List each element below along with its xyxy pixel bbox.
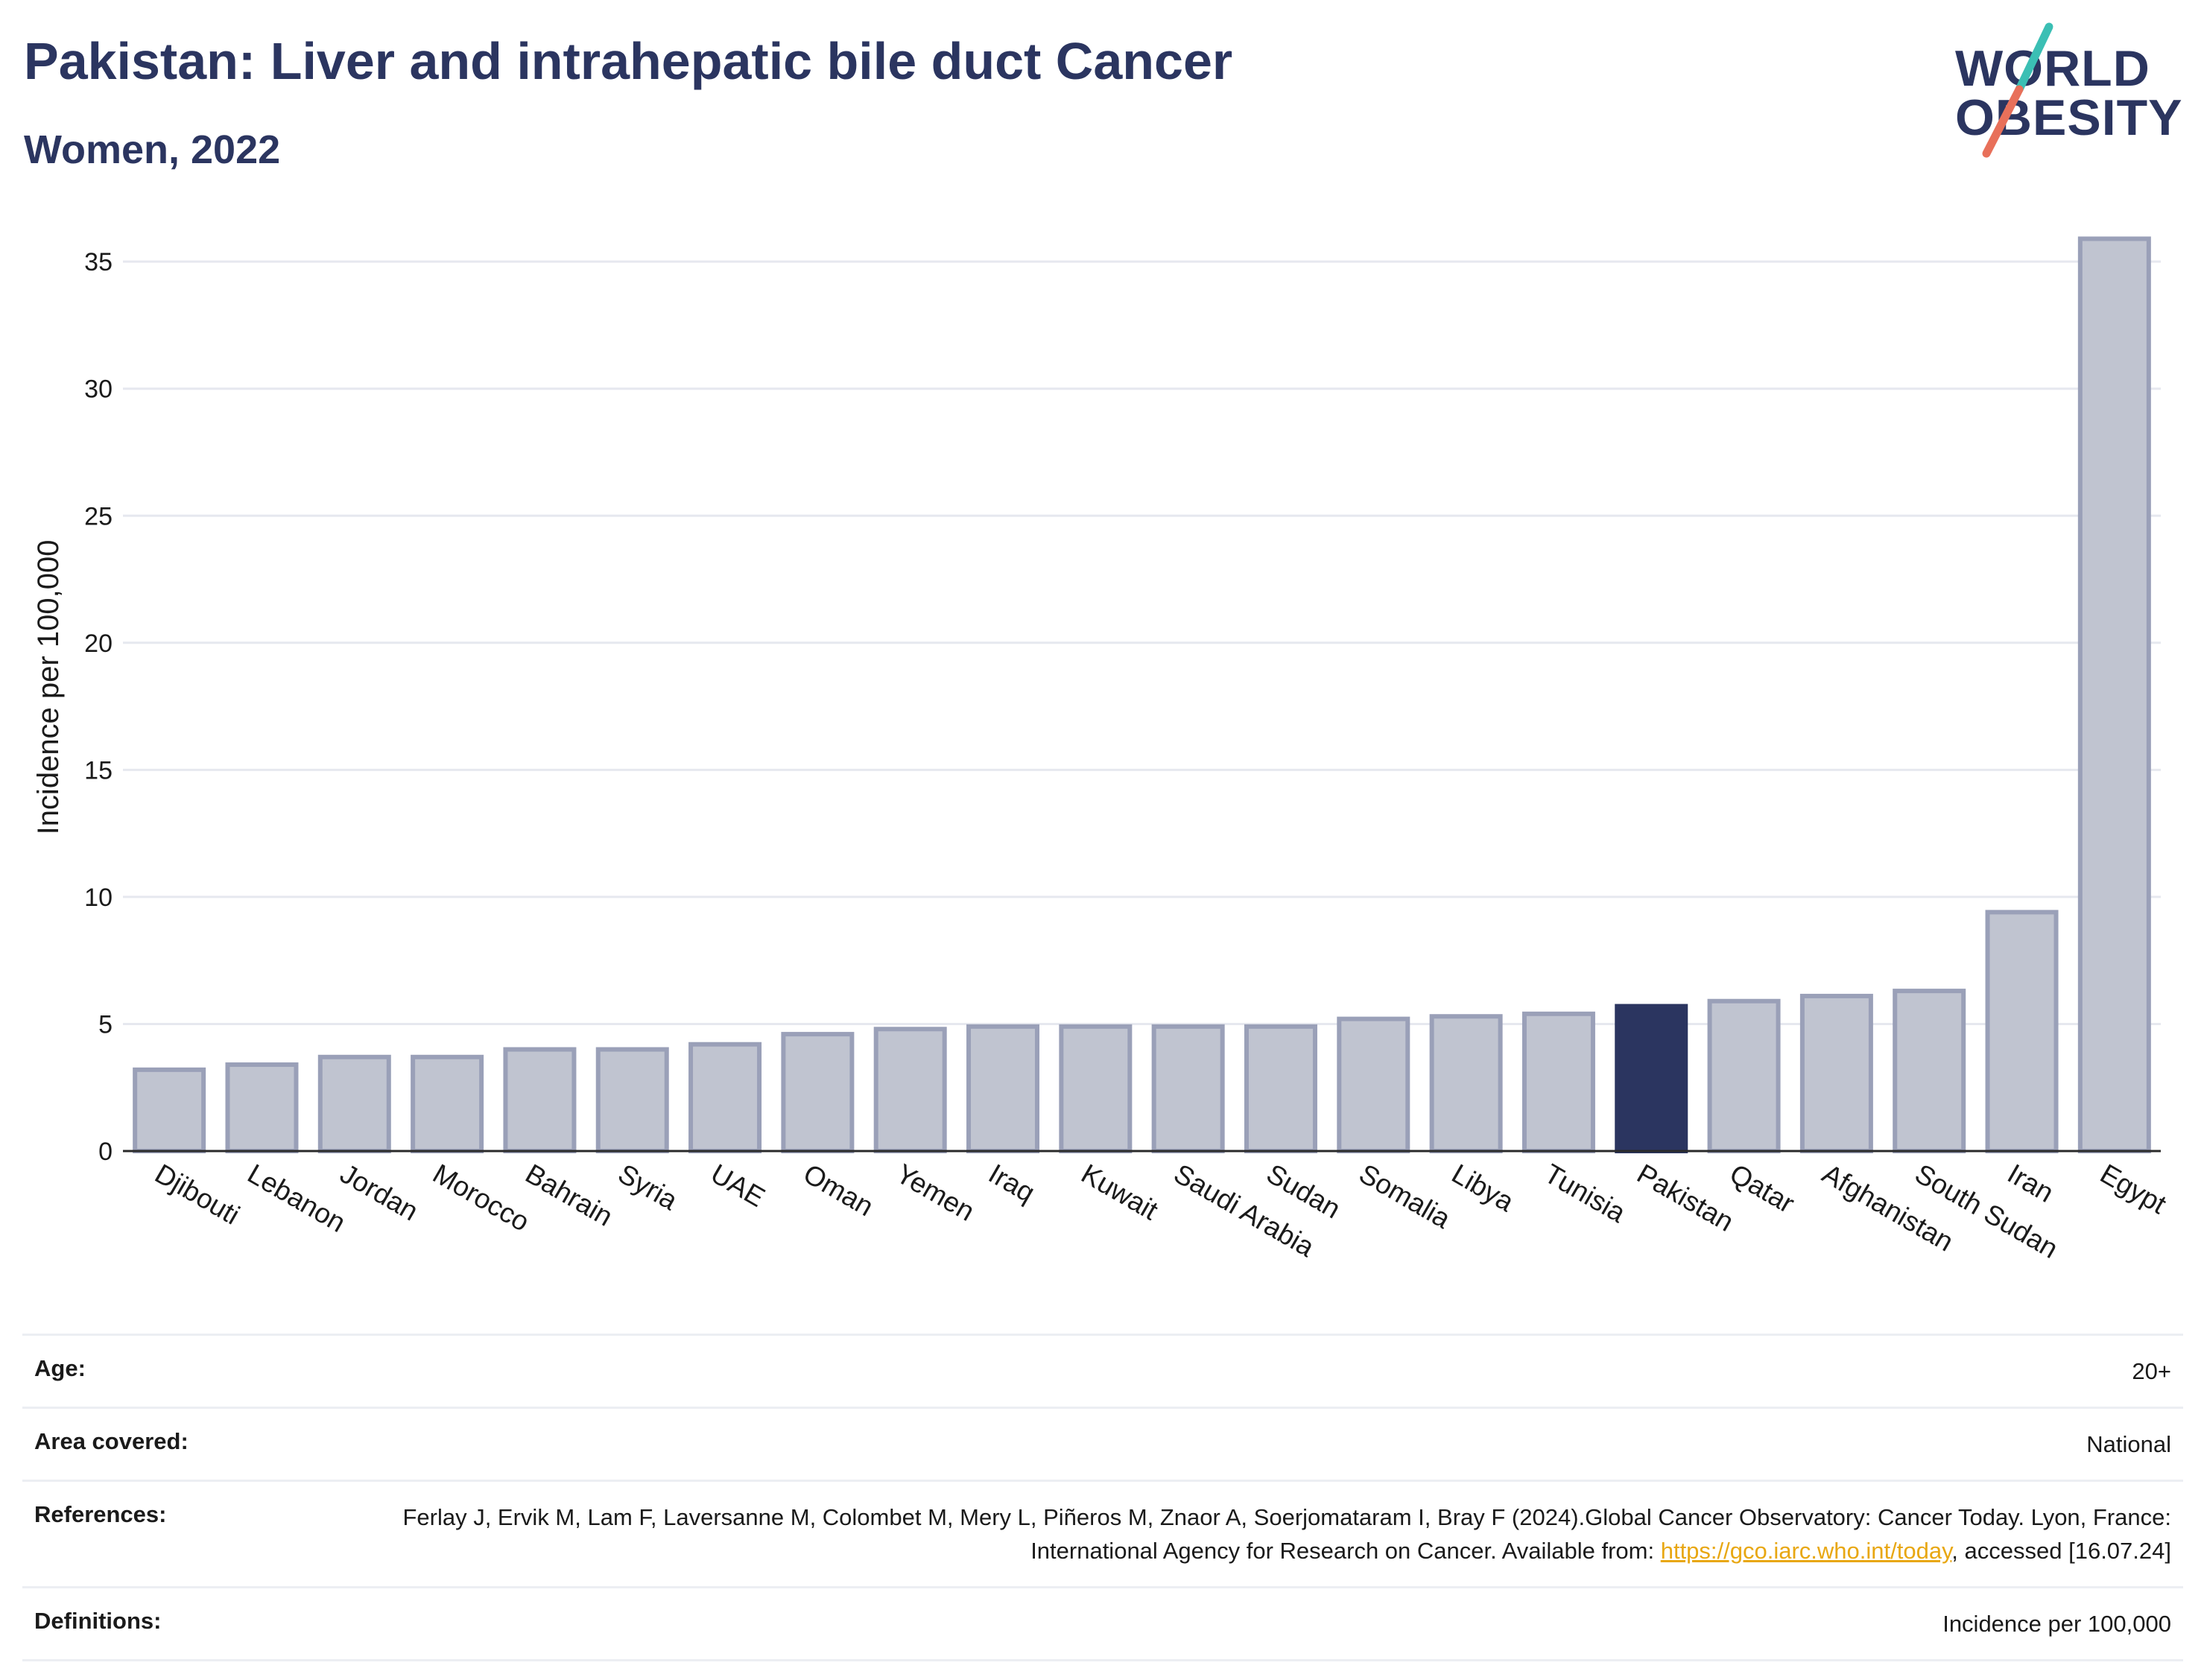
x-tick-label: Syria [613, 1158, 683, 1216]
bar-somalia [1337, 1016, 1410, 1153]
logo-line-1: WORLD [1955, 40, 2150, 97]
y-tick-label: 35 [84, 248, 113, 276]
x-tick-label: Morocco [428, 1158, 534, 1237]
x-tick-label: Djibouti [150, 1158, 244, 1230]
reference-link[interactable]: https://gco.iarc.who.int/today [1660, 1537, 1952, 1564]
info-row-area: Area covered: National [22, 1406, 2183, 1480]
reference-text: Ferlay J, Ervik M, Lam F, Laversanne M, … [402, 1503, 2171, 1564]
chart-subtitle: Women, 2022 [24, 127, 281, 172]
bar-pakistan [1615, 1004, 1688, 1153]
info-row-definitions: Definitions: Incidence per 100,000 [22, 1585, 2183, 1661]
world-obesity-logo: WORLD OBESITY [1945, 21, 2191, 159]
bar-tunisia [1521, 1011, 1595, 1154]
x-tick-label: Iraq [984, 1158, 1040, 1208]
y-tick-label: 20 [84, 630, 113, 658]
logo-slash-icon [1982, 22, 2053, 158]
reference-suffix: , accessed [16.07.24] [1951, 1537, 2171, 1564]
x-tick-label: Libya [1447, 1158, 1519, 1217]
bar-iran [1985, 910, 2059, 1153]
info-table: Age: 20+ Area covered: National Referenc… [22, 1334, 2183, 1661]
x-tick-label: Egypt [2095, 1158, 2172, 1220]
x-tick-label: Bahrain [520, 1158, 618, 1232]
x-tick-label: Tunisia [1539, 1158, 1631, 1229]
bar-south-sudan [1893, 989, 1966, 1154]
info-row-references: References: Ferlay J, Ervik M, Lam F, La… [22, 1479, 2183, 1586]
x-tick-label: UAE [706, 1158, 770, 1213]
info-value: 20+ [2132, 1358, 2171, 1384]
bar-qatar [1707, 998, 1781, 1153]
info-value: Ferlay J, Ervik M, Lam F, Laversanne M, … [383, 1501, 2171, 1568]
info-key: Definitions: [34, 1607, 162, 1634]
x-tick-label: Somalia [1354, 1158, 1456, 1234]
info-key: Age: [34, 1355, 86, 1381]
chart-bars [133, 236, 2151, 1154]
x-tick-label: Kuwait [1076, 1158, 1163, 1226]
y-tick-label: 30 [84, 375, 113, 404]
info-key: Area covered: [34, 1427, 189, 1454]
y-tick-label: 15 [84, 756, 113, 784]
bar-kuwait [1059, 1024, 1133, 1154]
chart-gridlines [123, 260, 2161, 1025]
bar-saudi-arabia [1151, 1024, 1225, 1154]
x-tick-label: Jordan [335, 1158, 423, 1226]
x-tick-label: Iran [2003, 1158, 2059, 1208]
x-tick-label: Lebanon [242, 1158, 350, 1238]
y-tick-label: 0 [98, 1138, 113, 1166]
chart-title: Pakistan: Liver and intrahepatic bile du… [24, 32, 1233, 90]
bar-djibouti [133, 1067, 206, 1154]
bar-oman [781, 1032, 855, 1154]
y-tick-label: 10 [84, 884, 113, 912]
x-tick-label: Oman [798, 1158, 878, 1222]
bar-yemen [873, 1027, 947, 1153]
y-axis-ticks: 0 5 10 15 20 25 30 35 [84, 248, 113, 1166]
bar-sudan [1244, 1024, 1317, 1154]
info-value: National [2086, 1430, 2171, 1457]
bar-libya [1429, 1014, 1503, 1154]
bar-jordan [317, 1054, 391, 1154]
info-row-age: Age: 20+ [22, 1334, 2183, 1407]
bar-syria [595, 1047, 669, 1153]
bar-iraq [966, 1024, 1040, 1154]
bar-lebanon [225, 1062, 299, 1153]
bar-morocco [411, 1054, 484, 1154]
x-tick-label: Yemen [891, 1158, 980, 1226]
info-key: References: [34, 1500, 167, 1527]
info-value: Incidence per 100,000 [1942, 1610, 2171, 1637]
y-axis-label: Incidence per 100,000 [32, 540, 65, 835]
bar-afghanistan [1799, 993, 1873, 1154]
x-tick-label: Pakistan [1632, 1158, 1738, 1237]
y-tick-label: 25 [84, 502, 113, 530]
bar-uae [688, 1042, 762, 1154]
y-tick-label: 5 [98, 1010, 113, 1039]
bar-egypt [2077, 236, 2151, 1154]
bar-bahrain [503, 1047, 577, 1153]
